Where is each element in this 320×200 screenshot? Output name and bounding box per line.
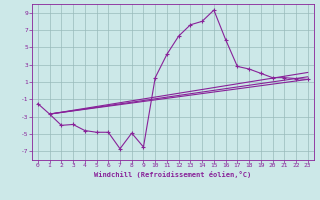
X-axis label: Windchill (Refroidissement éolien,°C): Windchill (Refroidissement éolien,°C): [94, 171, 252, 178]
